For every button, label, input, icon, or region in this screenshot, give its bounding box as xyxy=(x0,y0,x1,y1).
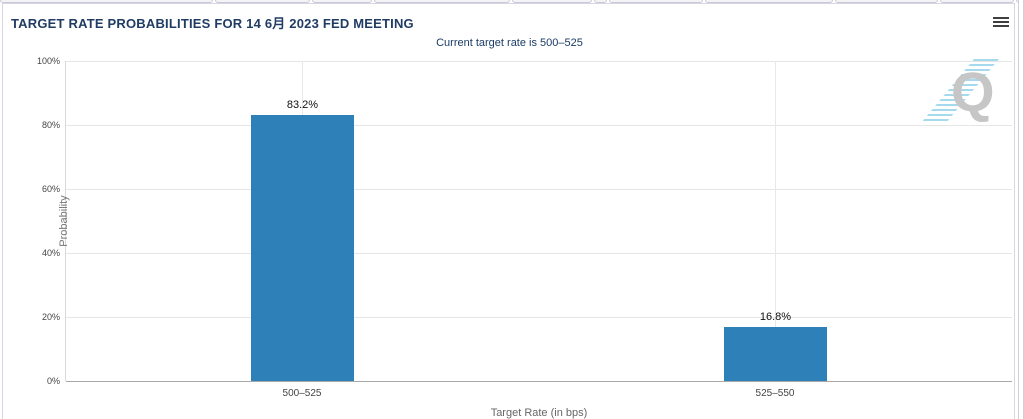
chart-subtitle: Current target rate is 500–525 xyxy=(436,37,583,49)
y-tick-60: 60% xyxy=(41,184,60,194)
table-cell-sliver xyxy=(609,0,703,3)
table-cell-sliver xyxy=(594,0,607,3)
table-cell-sliver xyxy=(374,0,510,3)
chart-menu-hamburger-icon[interactable] xyxy=(993,17,1009,29)
y-tick-100: 100% xyxy=(36,56,60,66)
y-tick-0: 0% xyxy=(46,376,60,386)
table-cell-sliver xyxy=(215,0,310,3)
table-cell-sliver xyxy=(835,0,938,3)
x-axis-title: Target Rate (in bps) xyxy=(490,407,588,419)
gridline-80 xyxy=(66,125,1012,126)
gridline-40 xyxy=(66,253,1012,254)
table-cell-sliver xyxy=(0,0,213,3)
bar-525-550[interactable] xyxy=(724,327,827,381)
y-axis-title: Probability xyxy=(58,195,70,247)
table-cell-sliver xyxy=(940,0,1014,3)
chart-title: TARGET RATE PROBABILITIES FOR 14 6月 2023… xyxy=(11,16,414,31)
plot-area: 83.2% 16.8% 100% 80% 60% 40% 20% 0% Prob… xyxy=(37,56,1012,419)
table-cell-sliver xyxy=(312,0,372,3)
chart-panel: TARGET RATE PROBABILITIES FOR 14 6月 2023… xyxy=(2,3,1015,419)
table-cell-sliver xyxy=(512,0,592,3)
bar-value-label: 16.8% xyxy=(759,311,792,323)
watermark-q-logo: Q xyxy=(951,60,995,123)
gridline-cat2 xyxy=(775,61,776,381)
x-axis-line xyxy=(66,381,1012,382)
gridline-60 xyxy=(66,189,1012,190)
x-tick-500-525: 500–525 xyxy=(282,388,322,399)
bar-500-525[interactable] xyxy=(251,115,354,381)
y-tick-40: 40% xyxy=(41,248,60,258)
table-cell-sliver xyxy=(705,0,833,3)
y-tick-80: 80% xyxy=(41,120,60,130)
scrollbar-track[interactable] xyxy=(1018,0,1024,419)
gridline-20 xyxy=(66,317,1012,318)
bar-value-label: 83.2% xyxy=(286,99,319,111)
y-tick-20: 20% xyxy=(41,312,60,322)
gridline-100 xyxy=(66,61,1012,62)
x-tick-525-550: 525–550 xyxy=(755,388,795,399)
